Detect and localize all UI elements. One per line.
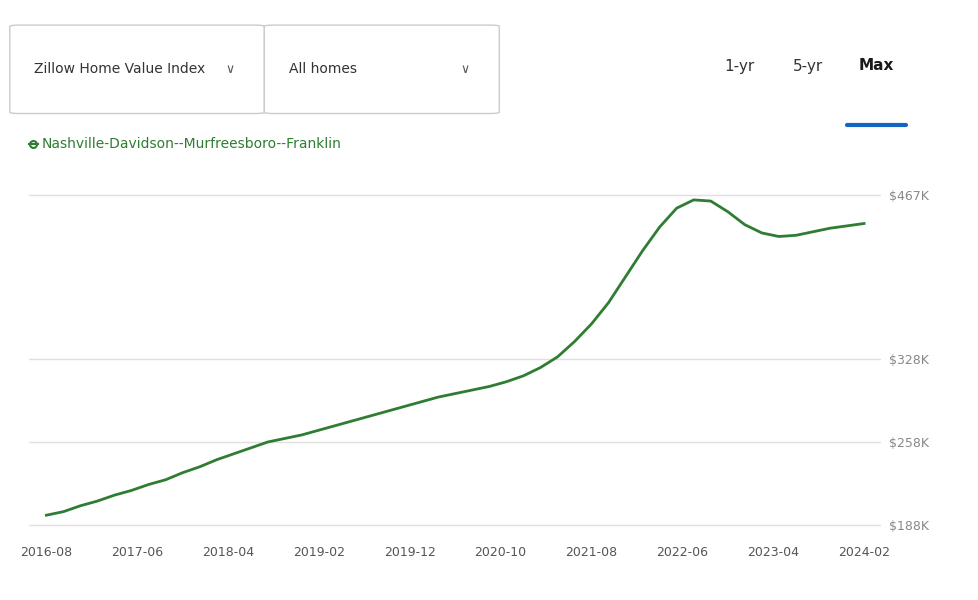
Text: 5-yr: 5-yr	[792, 58, 822, 73]
Text: All homes: All homes	[289, 62, 356, 76]
Text: Nashville-Davidson--Murfreesboro--Franklin: Nashville-Davidson--Murfreesboro--Frankl…	[42, 137, 341, 151]
Text: ∨: ∨	[460, 63, 469, 76]
FancyBboxPatch shape	[10, 25, 264, 113]
Text: Max: Max	[858, 58, 893, 73]
Text: ∨: ∨	[225, 63, 235, 76]
Text: Zillow Home Value Index: Zillow Home Value Index	[34, 62, 205, 76]
Text: 1-yr: 1-yr	[724, 58, 753, 73]
FancyBboxPatch shape	[264, 25, 499, 113]
